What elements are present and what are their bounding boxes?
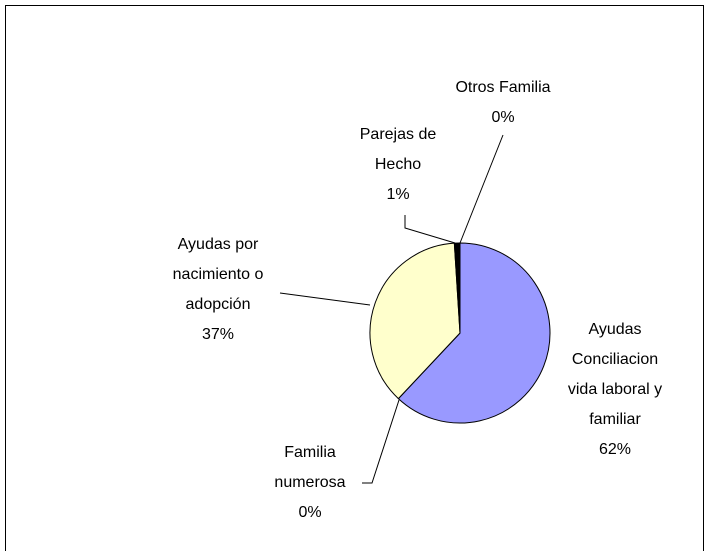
slice-name: Ayudas Conciliacion vida laboral y famil… (567, 321, 663, 428)
slice-label: Ayudas Conciliacion vida laboral y famil… (515, 315, 709, 465)
slice-label: Familia numerosa 0% (210, 438, 410, 528)
leader-line (459, 134, 504, 244)
slice-percent: 62% (598, 441, 632, 458)
slice-label: Ayudas por nacimiento o adopción 37% (118, 230, 318, 350)
pie-slice (369, 242, 461, 400)
leader-line (362, 399, 400, 484)
leader-line (279, 292, 371, 306)
slice-label: Parejas de Hecho 1% (298, 120, 498, 210)
leader-line (404, 215, 456, 244)
slice-name: Familia numerosa (274, 444, 346, 491)
slice-percent: 1% (386, 186, 410, 203)
slice-name: Otros Familia (455, 79, 551, 96)
chart-border (5, 5, 704, 551)
slice-percent: 0% (491, 109, 515, 126)
slice-label: Otros Familia 0% (403, 73, 603, 133)
slice-name: Parejas de Hecho (359, 126, 437, 173)
slice-percent: 37% (201, 326, 235, 343)
pie-slice (397, 242, 551, 424)
slice-name: Ayudas por nacimiento o adopción (172, 236, 264, 313)
slice-percent: 0% (298, 504, 322, 521)
